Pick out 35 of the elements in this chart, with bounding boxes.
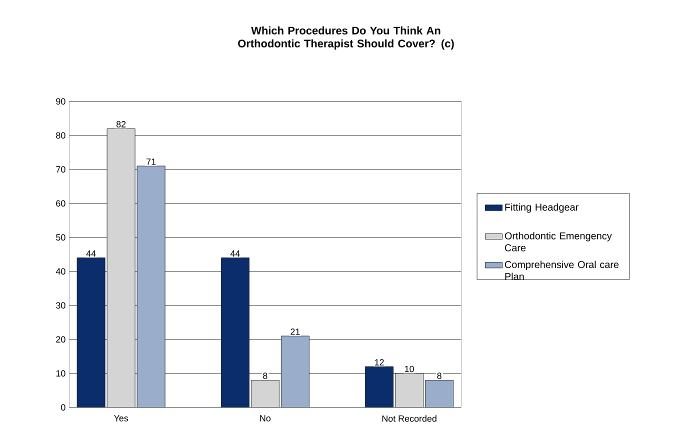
- data-label: 12: [375, 359, 384, 366]
- bar: [106, 128, 136, 408]
- y-tick-label: 70: [56, 166, 66, 173]
- y-tick-label: 40: [56, 268, 66, 275]
- bar: [395, 373, 424, 408]
- legend-label: Comprehensive Oral care Plan: [504, 260, 619, 280]
- x-tick-label: Not Recorded: [382, 415, 436, 422]
- bar: [250, 380, 280, 408]
- y-tick-label: 0: [61, 404, 66, 411]
- bar: [220, 258, 250, 408]
- data-label: 8: [437, 372, 442, 379]
- y-tick-label: 60: [56, 200, 66, 207]
- data-label: 82: [116, 121, 126, 128]
- data-label: 10: [405, 366, 414, 372]
- bar: [425, 380, 454, 408]
- bar: [280, 336, 310, 408]
- bar: [76, 258, 106, 408]
- data-label: 71: [146, 158, 156, 165]
- y-tick-label: 80: [56, 132, 66, 139]
- legend-label: Fitting Headgear: [505, 203, 578, 213]
- data-label: 8: [263, 372, 268, 379]
- data-label: 21: [290, 328, 300, 335]
- bar: [365, 366, 394, 408]
- x-tick-label: No: [260, 415, 271, 422]
- y-tick-label: 10: [56, 370, 66, 377]
- data-label: 44: [230, 250, 240, 257]
- x-tick-label: Yes: [114, 415, 128, 422]
- y-tick-label: 30: [56, 302, 66, 309]
- bar: [136, 166, 166, 408]
- data-label: 44: [86, 250, 96, 257]
- legend-label: Orthodontic Emengency Care: [504, 232, 612, 252]
- y-tick-label: 90: [56, 98, 66, 105]
- chart-title: Which Procedures Do You Think An Orthodontic Therapist Should Cover? (c): [238, 26, 454, 50]
- y-tick-label: 50: [56, 234, 66, 241]
- y-tick-label: 20: [56, 336, 66, 343]
